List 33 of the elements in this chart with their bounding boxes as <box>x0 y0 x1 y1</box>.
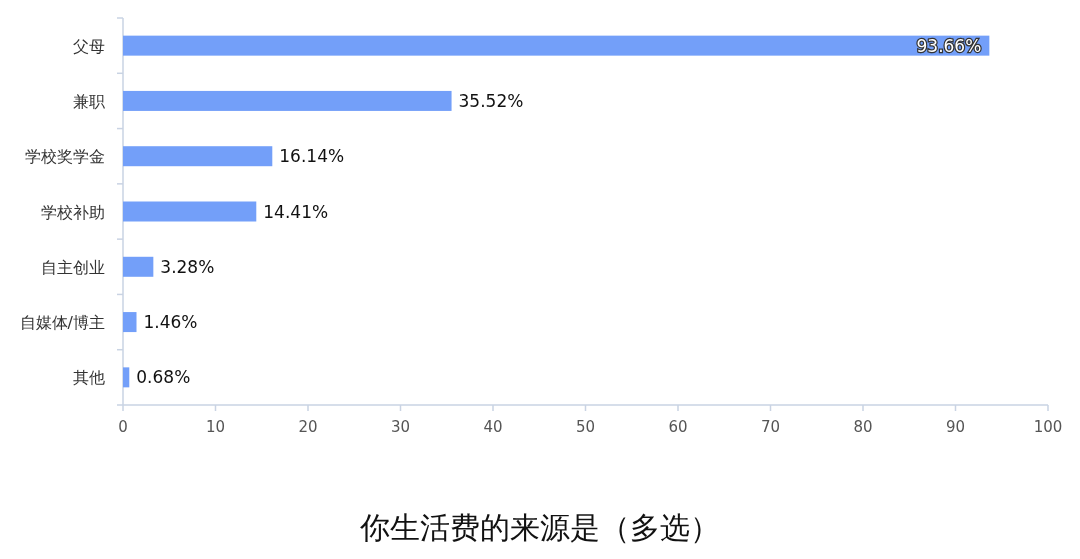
x-tick-label: 80 <box>853 418 873 436</box>
x-tick-label: 70 <box>760 418 781 436</box>
bar <box>123 367 130 388</box>
bar <box>123 201 257 222</box>
bar <box>123 146 273 167</box>
bar <box>123 312 137 333</box>
x-tick-label: 90 <box>945 418 966 436</box>
x-tick-label: 60 <box>668 418 688 436</box>
x-tick-label: 0 <box>118 418 128 436</box>
y-tick-label: 自主创业 <box>41 257 105 277</box>
text: 你生活费的来源是（多选） <box>359 510 720 545</box>
y-tick-label: 父母 <box>73 36 105 56</box>
data-label: 35.52% <box>458 90 524 111</box>
y-tick-label: 兼职 <box>73 91 105 111</box>
bar <box>123 256 154 277</box>
data-label: 3.28% <box>160 256 215 277</box>
y-tick-label: 学校奖学金 <box>25 147 105 167</box>
data-label: 0.68% <box>136 367 191 388</box>
x-tick-label: 100 <box>1033 418 1063 436</box>
x-tick-label: 30 <box>390 418 411 436</box>
x-tick-label: 40 <box>483 418 503 436</box>
x-tick-label: 20 <box>298 418 318 436</box>
data-label: 93.66% <box>916 35 982 56</box>
bar <box>123 90 452 111</box>
bar <box>123 35 990 56</box>
y-tick-label: 其他 <box>73 368 105 388</box>
data-label: 1.46% <box>143 312 198 333</box>
y-tick-label: 自媒体/博主 <box>19 313 105 333</box>
x-tick-label: 50 <box>575 418 596 436</box>
data-label: 14.41% <box>263 201 329 222</box>
x-tick-label: 10 <box>205 418 226 436</box>
data-label: 16.14% <box>279 146 345 167</box>
y-tick-label: 学校补助 <box>41 202 105 222</box>
